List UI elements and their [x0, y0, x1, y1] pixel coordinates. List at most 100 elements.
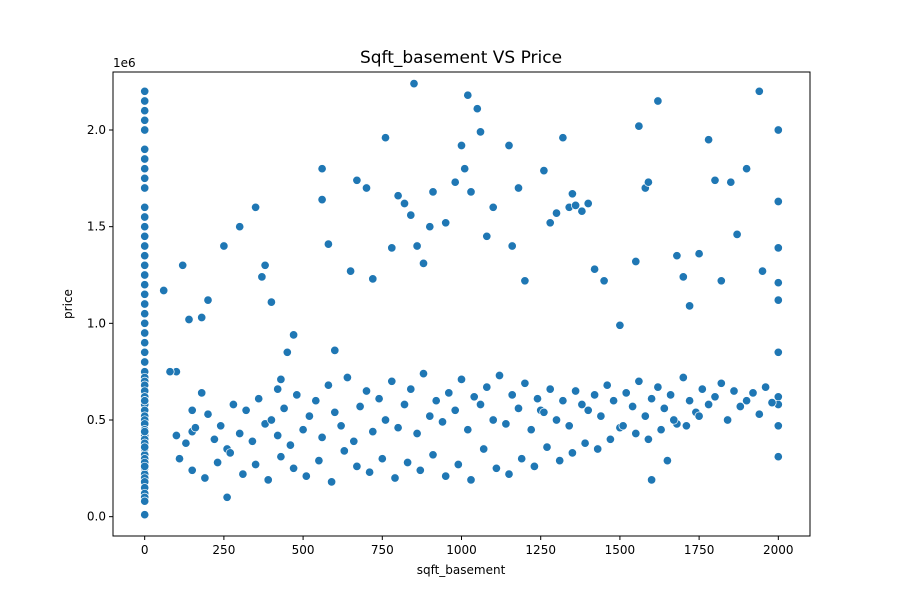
- scatter-point: [184, 314, 194, 325]
- scatter-point: [276, 374, 286, 384]
- scatter-point: [390, 473, 400, 483]
- scatter-point: [726, 177, 736, 187]
- scatter-point: [368, 427, 378, 437]
- scatter-point: [140, 270, 150, 280]
- scatter-point: [678, 272, 688, 282]
- scatter-point: [479, 444, 489, 454]
- scatter-point: [621, 388, 631, 398]
- scatter-point: [304, 411, 314, 421]
- scatter-point: [732, 229, 742, 239]
- scatter-point: [501, 419, 511, 429]
- scatter-point: [539, 407, 549, 417]
- scatter-point: [754, 409, 764, 419]
- scatter-point: [216, 421, 226, 431]
- scatter-point: [647, 394, 657, 404]
- scatter-point: [453, 459, 463, 470]
- scatter-point: [200, 473, 210, 483]
- scatter-point: [450, 405, 460, 415]
- scatter-point: [387, 243, 397, 253]
- scatter-point: [298, 425, 308, 435]
- scatter-point: [365, 467, 375, 477]
- scatter-point: [494, 370, 505, 381]
- scatter-point: [140, 299, 150, 309]
- scatter-point: [710, 392, 720, 402]
- scatter-point: [342, 372, 352, 383]
- scatter-point: [469, 392, 479, 402]
- scatter-point: [361, 386, 372, 396]
- scatter-point: [197, 388, 207, 398]
- scatter-point: [140, 164, 150, 174]
- x-tick-label: 1500: [605, 543, 636, 557]
- scatter-point: [567, 189, 577, 199]
- scatter-point: [235, 428, 245, 439]
- scatter-point: [203, 409, 213, 419]
- scatter-point: [583, 405, 593, 415]
- scatter-point: [266, 415, 276, 425]
- scatter-point: [418, 369, 429, 379]
- scatter-point: [441, 218, 451, 228]
- scatter-point: [697, 384, 707, 394]
- y-axis-title: price: [61, 289, 75, 319]
- scatter-point: [456, 140, 467, 151]
- scatter-point: [178, 260, 188, 270]
- scatter-point: [659, 403, 669, 413]
- scatter-point: [403, 457, 413, 468]
- scatter-point: [618, 421, 628, 431]
- x-tick-label: 750: [371, 543, 394, 557]
- scatter-point: [289, 330, 299, 340]
- scatter-point: [140, 347, 150, 357]
- x-tick-label: 0: [141, 543, 149, 557]
- scatter-point: [694, 249, 704, 259]
- scatter-point: [773, 278, 783, 288]
- scatter-point: [209, 434, 219, 444]
- scatter-point: [323, 239, 333, 249]
- scatter-point: [450, 177, 460, 187]
- x-tick-label: 250: [212, 543, 235, 557]
- scatter-point: [602, 380, 612, 390]
- scatter-point: [171, 430, 181, 441]
- scatter-point: [504, 140, 514, 151]
- scatter-point: [412, 241, 422, 251]
- scatter-point: [140, 125, 150, 135]
- scatter-point: [704, 135, 714, 145]
- scatter-point: [140, 510, 150, 520]
- scatter-point: [716, 378, 726, 388]
- scatter-point: [260, 260, 270, 270]
- scatter-point: [504, 469, 514, 479]
- scatter-point: [190, 423, 200, 433]
- y-tick-label: 2.0: [87, 123, 106, 137]
- scatter-point: [330, 345, 340, 355]
- scatter-point: [767, 398, 777, 408]
- scatter-point: [393, 423, 403, 433]
- scatter-point: [444, 388, 454, 398]
- scatter-point: [773, 196, 783, 207]
- scatter-point: [678, 372, 688, 383]
- x-axis-ticks: 0 250 500 750 1000 1250 1500 1750 2000: [141, 536, 794, 557]
- scatter-point: [140, 442, 150, 452]
- scatter-point: [346, 266, 356, 276]
- scatter-point: [685, 396, 695, 406]
- scatter-point: [352, 175, 362, 185]
- scatter-point: [140, 231, 150, 241]
- scatter-point: [361, 183, 372, 193]
- scatter-point: [466, 475, 476, 485]
- scatter-point: [555, 456, 565, 466]
- scatter-point: [681, 421, 691, 431]
- scatter-point: [380, 133, 391, 143]
- scatter-point: [647, 475, 657, 485]
- scatter-point: [551, 208, 562, 218]
- scatter-point: [539, 166, 549, 176]
- scatter-point: [263, 475, 273, 485]
- scatter-point: [757, 266, 768, 276]
- scatter-point: [615, 320, 625, 330]
- scatter-point: [640, 411, 650, 421]
- scatter-point: [140, 241, 150, 251]
- scatter-point: [567, 448, 577, 458]
- scatter-point: [292, 390, 302, 400]
- scatter-point: [532, 394, 543, 404]
- scatter-point: [140, 202, 150, 212]
- scatter-point: [666, 390, 676, 400]
- scatter-point: [425, 222, 435, 232]
- scatter-point: [399, 399, 410, 410]
- scatter-point: [140, 280, 150, 290]
